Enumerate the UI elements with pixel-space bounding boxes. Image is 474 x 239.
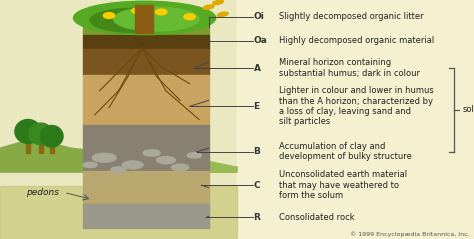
Ellipse shape (92, 153, 116, 162)
Ellipse shape (111, 167, 126, 173)
Polygon shape (0, 139, 237, 172)
Ellipse shape (203, 5, 214, 9)
Text: solum: solum (463, 105, 474, 114)
Text: Oi: Oi (254, 12, 264, 21)
Bar (0, 186, 237, 239)
Text: R: R (254, 213, 261, 222)
Text: Oa: Oa (254, 36, 267, 45)
Bar (50, 139, 54, 153)
Text: E: E (254, 102, 260, 111)
Ellipse shape (218, 12, 228, 16)
Text: Unconsolidated earth material
that may have weathered to
form the solum: Unconsolidated earth material that may h… (279, 170, 407, 200)
Text: A: A (254, 64, 261, 73)
Circle shape (103, 13, 115, 18)
Text: pedons: pedons (26, 188, 59, 197)
Text: C: C (254, 181, 260, 190)
Ellipse shape (29, 123, 53, 145)
Text: Mineral horizon containing
substantial humus; dark in colour: Mineral horizon containing substantial h… (279, 58, 419, 78)
Bar (0, 0, 237, 239)
Circle shape (155, 9, 167, 15)
Bar (237, 0, 474, 239)
Bar (83, 125, 209, 171)
Ellipse shape (172, 164, 189, 171)
Text: © 1999 Encyclopædia Britannica, Inc.: © 1999 Encyclopædia Britannica, Inc. (350, 231, 469, 237)
Ellipse shape (156, 157, 175, 164)
Ellipse shape (15, 120, 41, 143)
Text: Accumulation of clay and
development of bulky structure: Accumulation of clay and development of … (279, 142, 411, 162)
Ellipse shape (122, 161, 143, 169)
Ellipse shape (143, 150, 160, 156)
Ellipse shape (114, 7, 199, 31)
Bar (83, 49, 209, 75)
Text: B: B (254, 147, 261, 156)
Bar (83, 171, 209, 204)
Circle shape (132, 8, 143, 14)
Bar (83, 75, 209, 125)
Bar (83, 204, 209, 228)
Text: Highly decomposed organic material: Highly decomposed organic material (279, 36, 434, 45)
Text: Slightly decomposed organic litter: Slightly decomposed organic litter (279, 12, 423, 21)
Ellipse shape (40, 125, 63, 147)
Polygon shape (166, 155, 237, 172)
Bar (135, 5, 153, 33)
Circle shape (184, 14, 195, 20)
Bar (39, 139, 43, 153)
Bar (26, 139, 30, 153)
Ellipse shape (83, 162, 97, 168)
Ellipse shape (213, 0, 223, 5)
Ellipse shape (187, 153, 201, 158)
Ellipse shape (73, 1, 216, 35)
Bar (83, 35, 209, 49)
Text: Lighter in colour and lower in humus
than the A horizon; characterized by
a loss: Lighter in colour and lower in humus tha… (279, 86, 433, 126)
Text: Consolidated rock: Consolidated rock (279, 213, 355, 222)
Bar (83, 20, 209, 35)
Ellipse shape (90, 8, 175, 32)
